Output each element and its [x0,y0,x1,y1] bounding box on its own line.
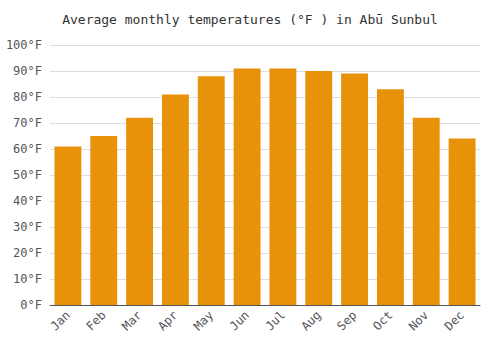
svg-text:60°F: 60°F [13,142,42,156]
svg-text:Feb: Feb [83,308,108,333]
svg-text:Aug: Aug [298,308,323,333]
svg-text:100°F: 100°F [6,38,42,52]
svg-text:30°F: 30°F [13,220,42,234]
svg-text:Mar: Mar [119,308,144,333]
svg-text:0°F: 0°F [20,298,42,312]
svg-text:50°F: 50°F [13,168,42,182]
svg-text:Apr: Apr [155,308,180,333]
svg-text:Oct: Oct [370,308,395,333]
svg-text:Jan: Jan [48,308,73,333]
svg-text:Dec: Dec [442,308,467,333]
svg-text:Average monthly temperatures (: Average monthly temperatures (°F ) in Ab… [62,12,438,27]
svg-text:40°F: 40°F [13,194,42,208]
svg-text:10°F: 10°F [13,272,42,286]
svg-text:Jul: Jul [263,308,288,333]
svg-text:80°F: 80°F [13,90,42,104]
svg-text:20°F: 20°F [13,246,42,260]
svg-text:90°F: 90°F [13,64,42,78]
svg-text:May: May [191,308,216,333]
svg-text:Jun: Jun [227,308,252,333]
svg-text:Nov: Nov [406,308,431,333]
svg-text:Sep: Sep [334,308,359,333]
svg-text:70°F: 70°F [13,116,42,130]
